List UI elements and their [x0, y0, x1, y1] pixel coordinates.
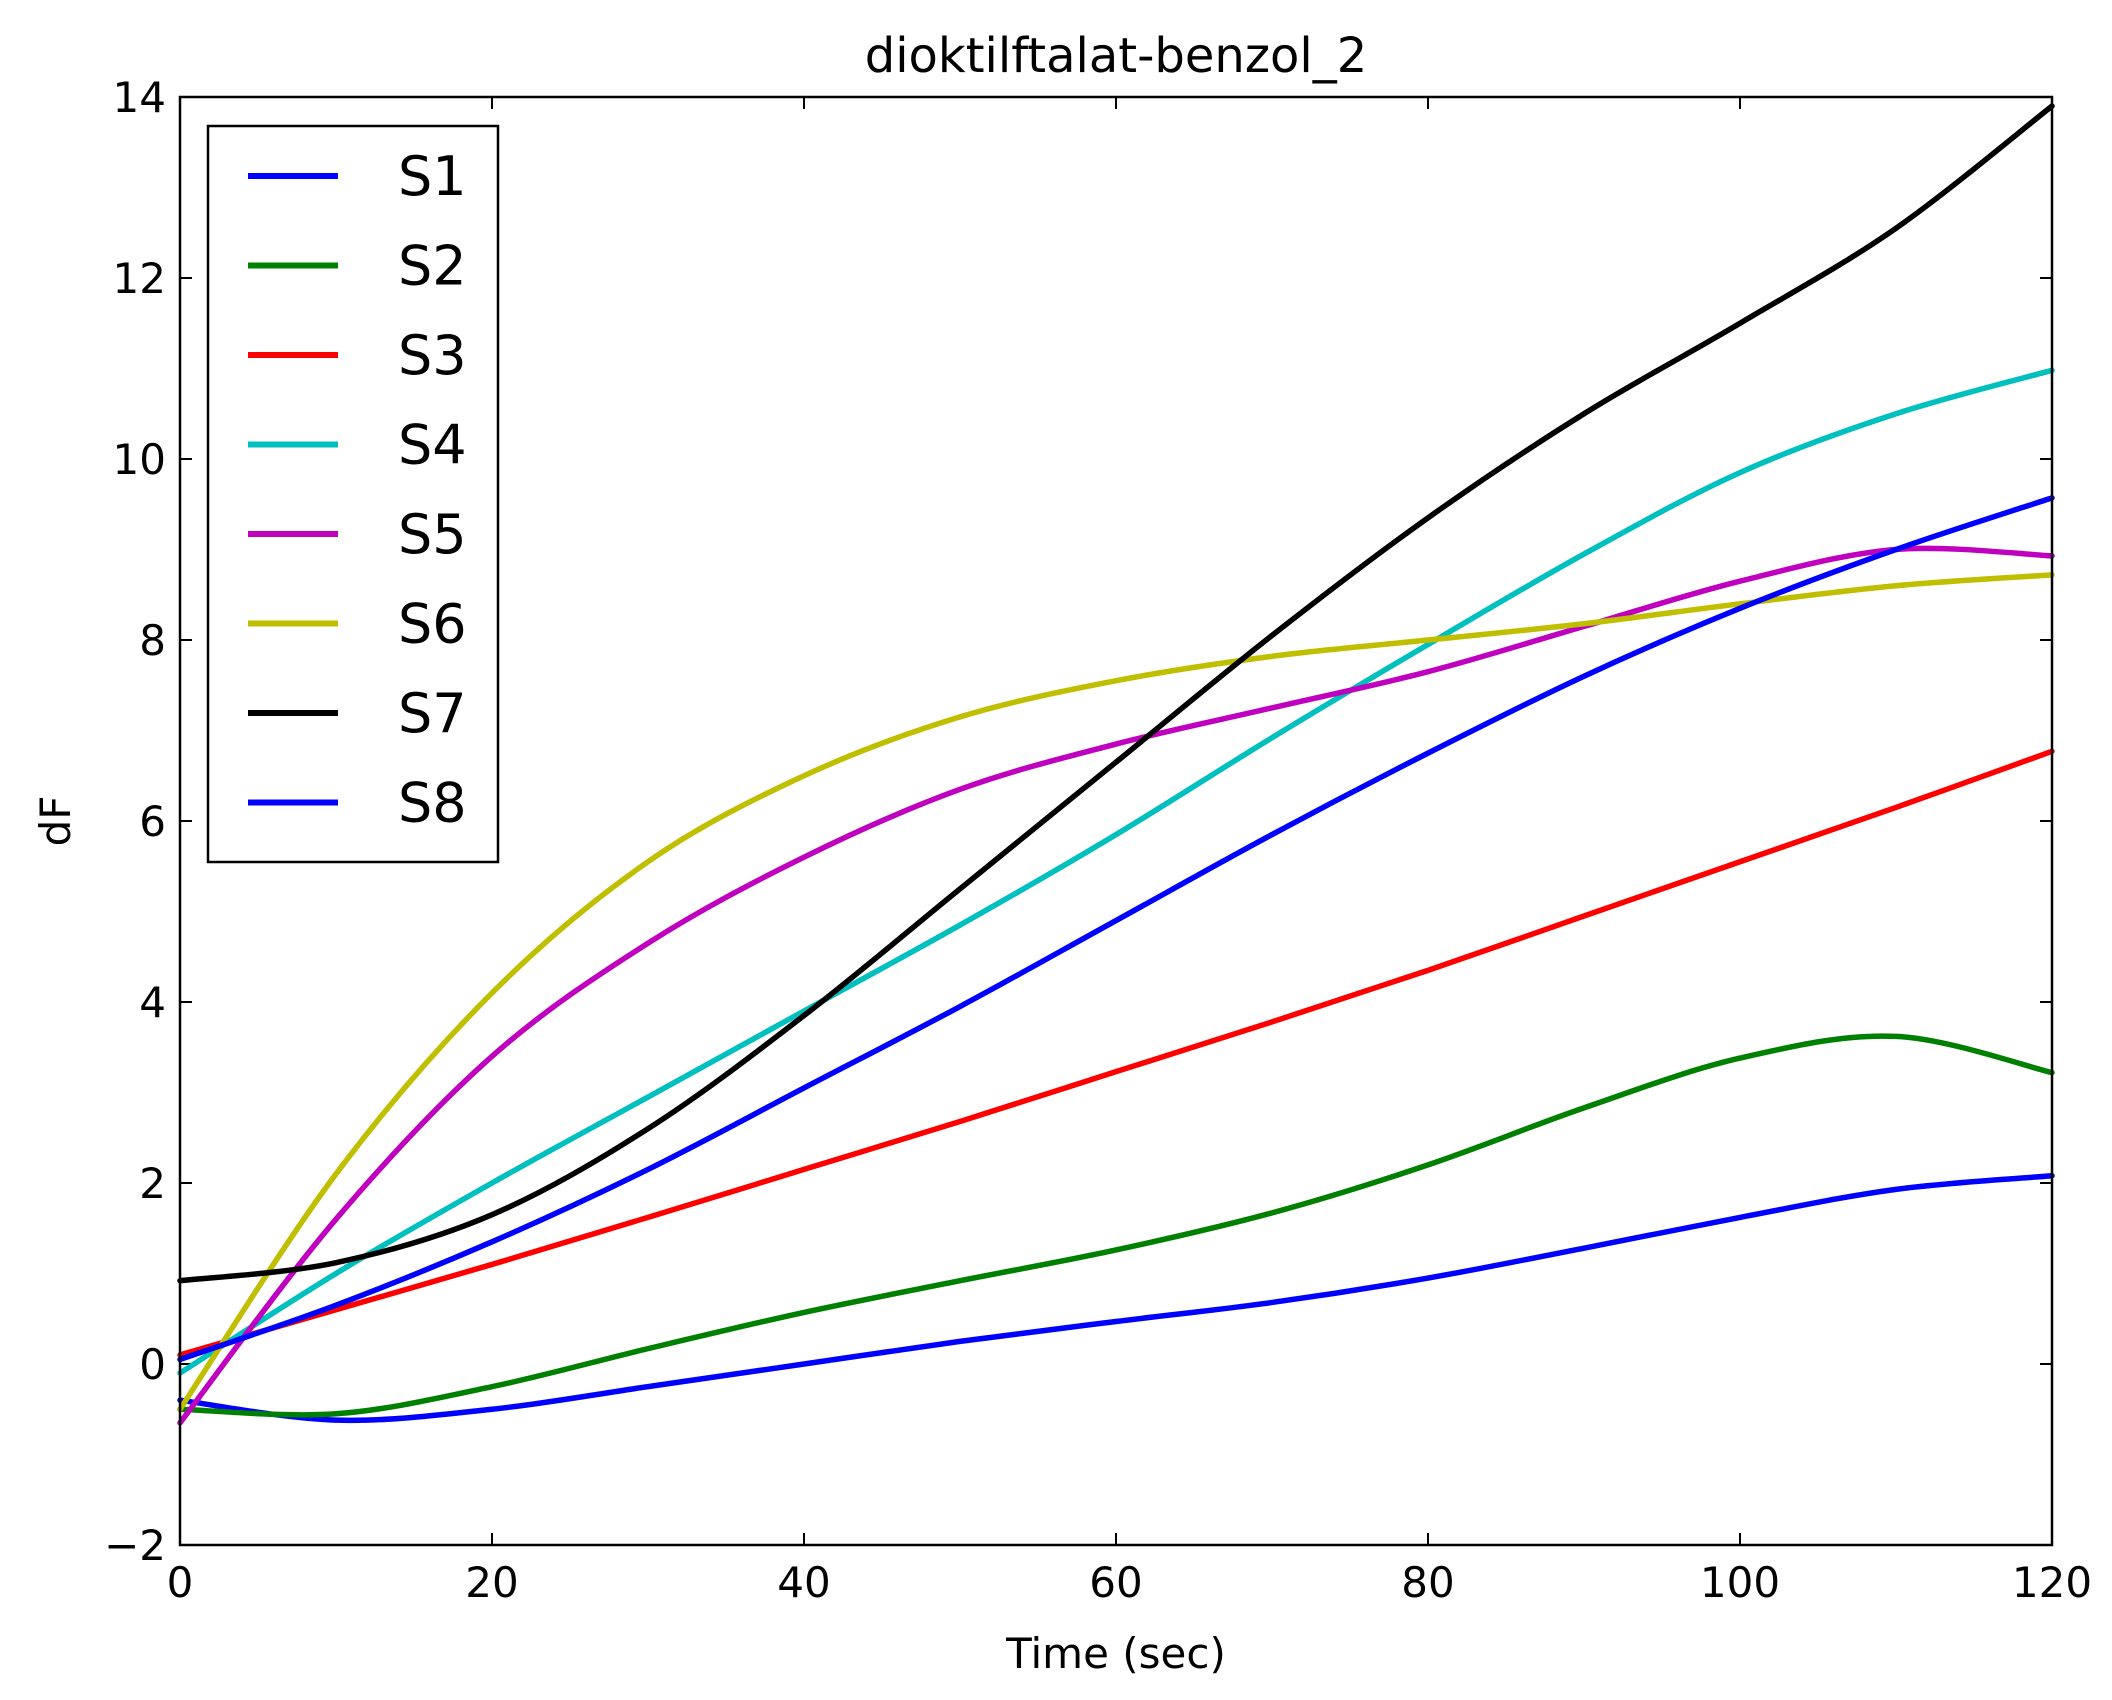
series-line-s3 — [177, 748, 2055, 1358]
series-line-s1 — [177, 1173, 2055, 1424]
y-tick-label: −2 — [104, 1521, 166, 1570]
y-tick-label: 0 — [139, 1340, 166, 1389]
legend-label-s8: S8 — [398, 772, 467, 835]
x-axis-label: Time (sec) — [1005, 1629, 1226, 1678]
y-tick-label: 10 — [113, 435, 166, 484]
legend-label-s1: S1 — [398, 145, 467, 208]
series-layer — [177, 103, 2055, 1426]
y-tick-label: 12 — [113, 254, 166, 303]
x-tick-label: 120 — [2012, 1558, 2092, 1607]
legend-label-s5: S5 — [398, 503, 467, 566]
y-tick-label: 4 — [139, 978, 166, 1027]
series-line-s4 — [177, 367, 2055, 1376]
x-tick-label: 100 — [1700, 1558, 1780, 1607]
legend-label-s3: S3 — [398, 324, 467, 387]
legend-label-s6: S6 — [398, 593, 467, 656]
chart-title: dioktilftalat-benzol_2 — [865, 28, 1368, 84]
legend-box — [206, 124, 500, 864]
y-tick-label: 2 — [139, 1159, 166, 1208]
y-axis-label: dF — [31, 796, 80, 847]
series-line-s6 — [177, 572, 2055, 1412]
x-tick-label: 40 — [777, 1558, 830, 1607]
legend: S1 S2 S3 S4 S5 S6 S7 S8 — [206, 124, 500, 864]
x-tick-label: 0 — [167, 1558, 194, 1607]
x-tick-label: 80 — [1401, 1558, 1454, 1607]
plot-frame — [178, 95, 2054, 1547]
legend-label-s4: S4 — [398, 414, 467, 477]
legend-label-s7: S7 — [398, 682, 467, 745]
legend-label-s2: S2 — [398, 235, 467, 298]
x-tick-label: 60 — [1089, 1558, 1142, 1607]
x-tick-label: 20 — [465, 1558, 518, 1607]
series-line-s8 — [177, 495, 2055, 1363]
y-tick-label: 6 — [139, 797, 166, 846]
y-tick-label: 14 — [113, 73, 166, 122]
series-line-s2 — [177, 1033, 2055, 1418]
y-tick-label: 8 — [139, 616, 166, 665]
series-line-s7 — [177, 103, 2055, 1284]
series-line-s5 — [177, 545, 2055, 1426]
